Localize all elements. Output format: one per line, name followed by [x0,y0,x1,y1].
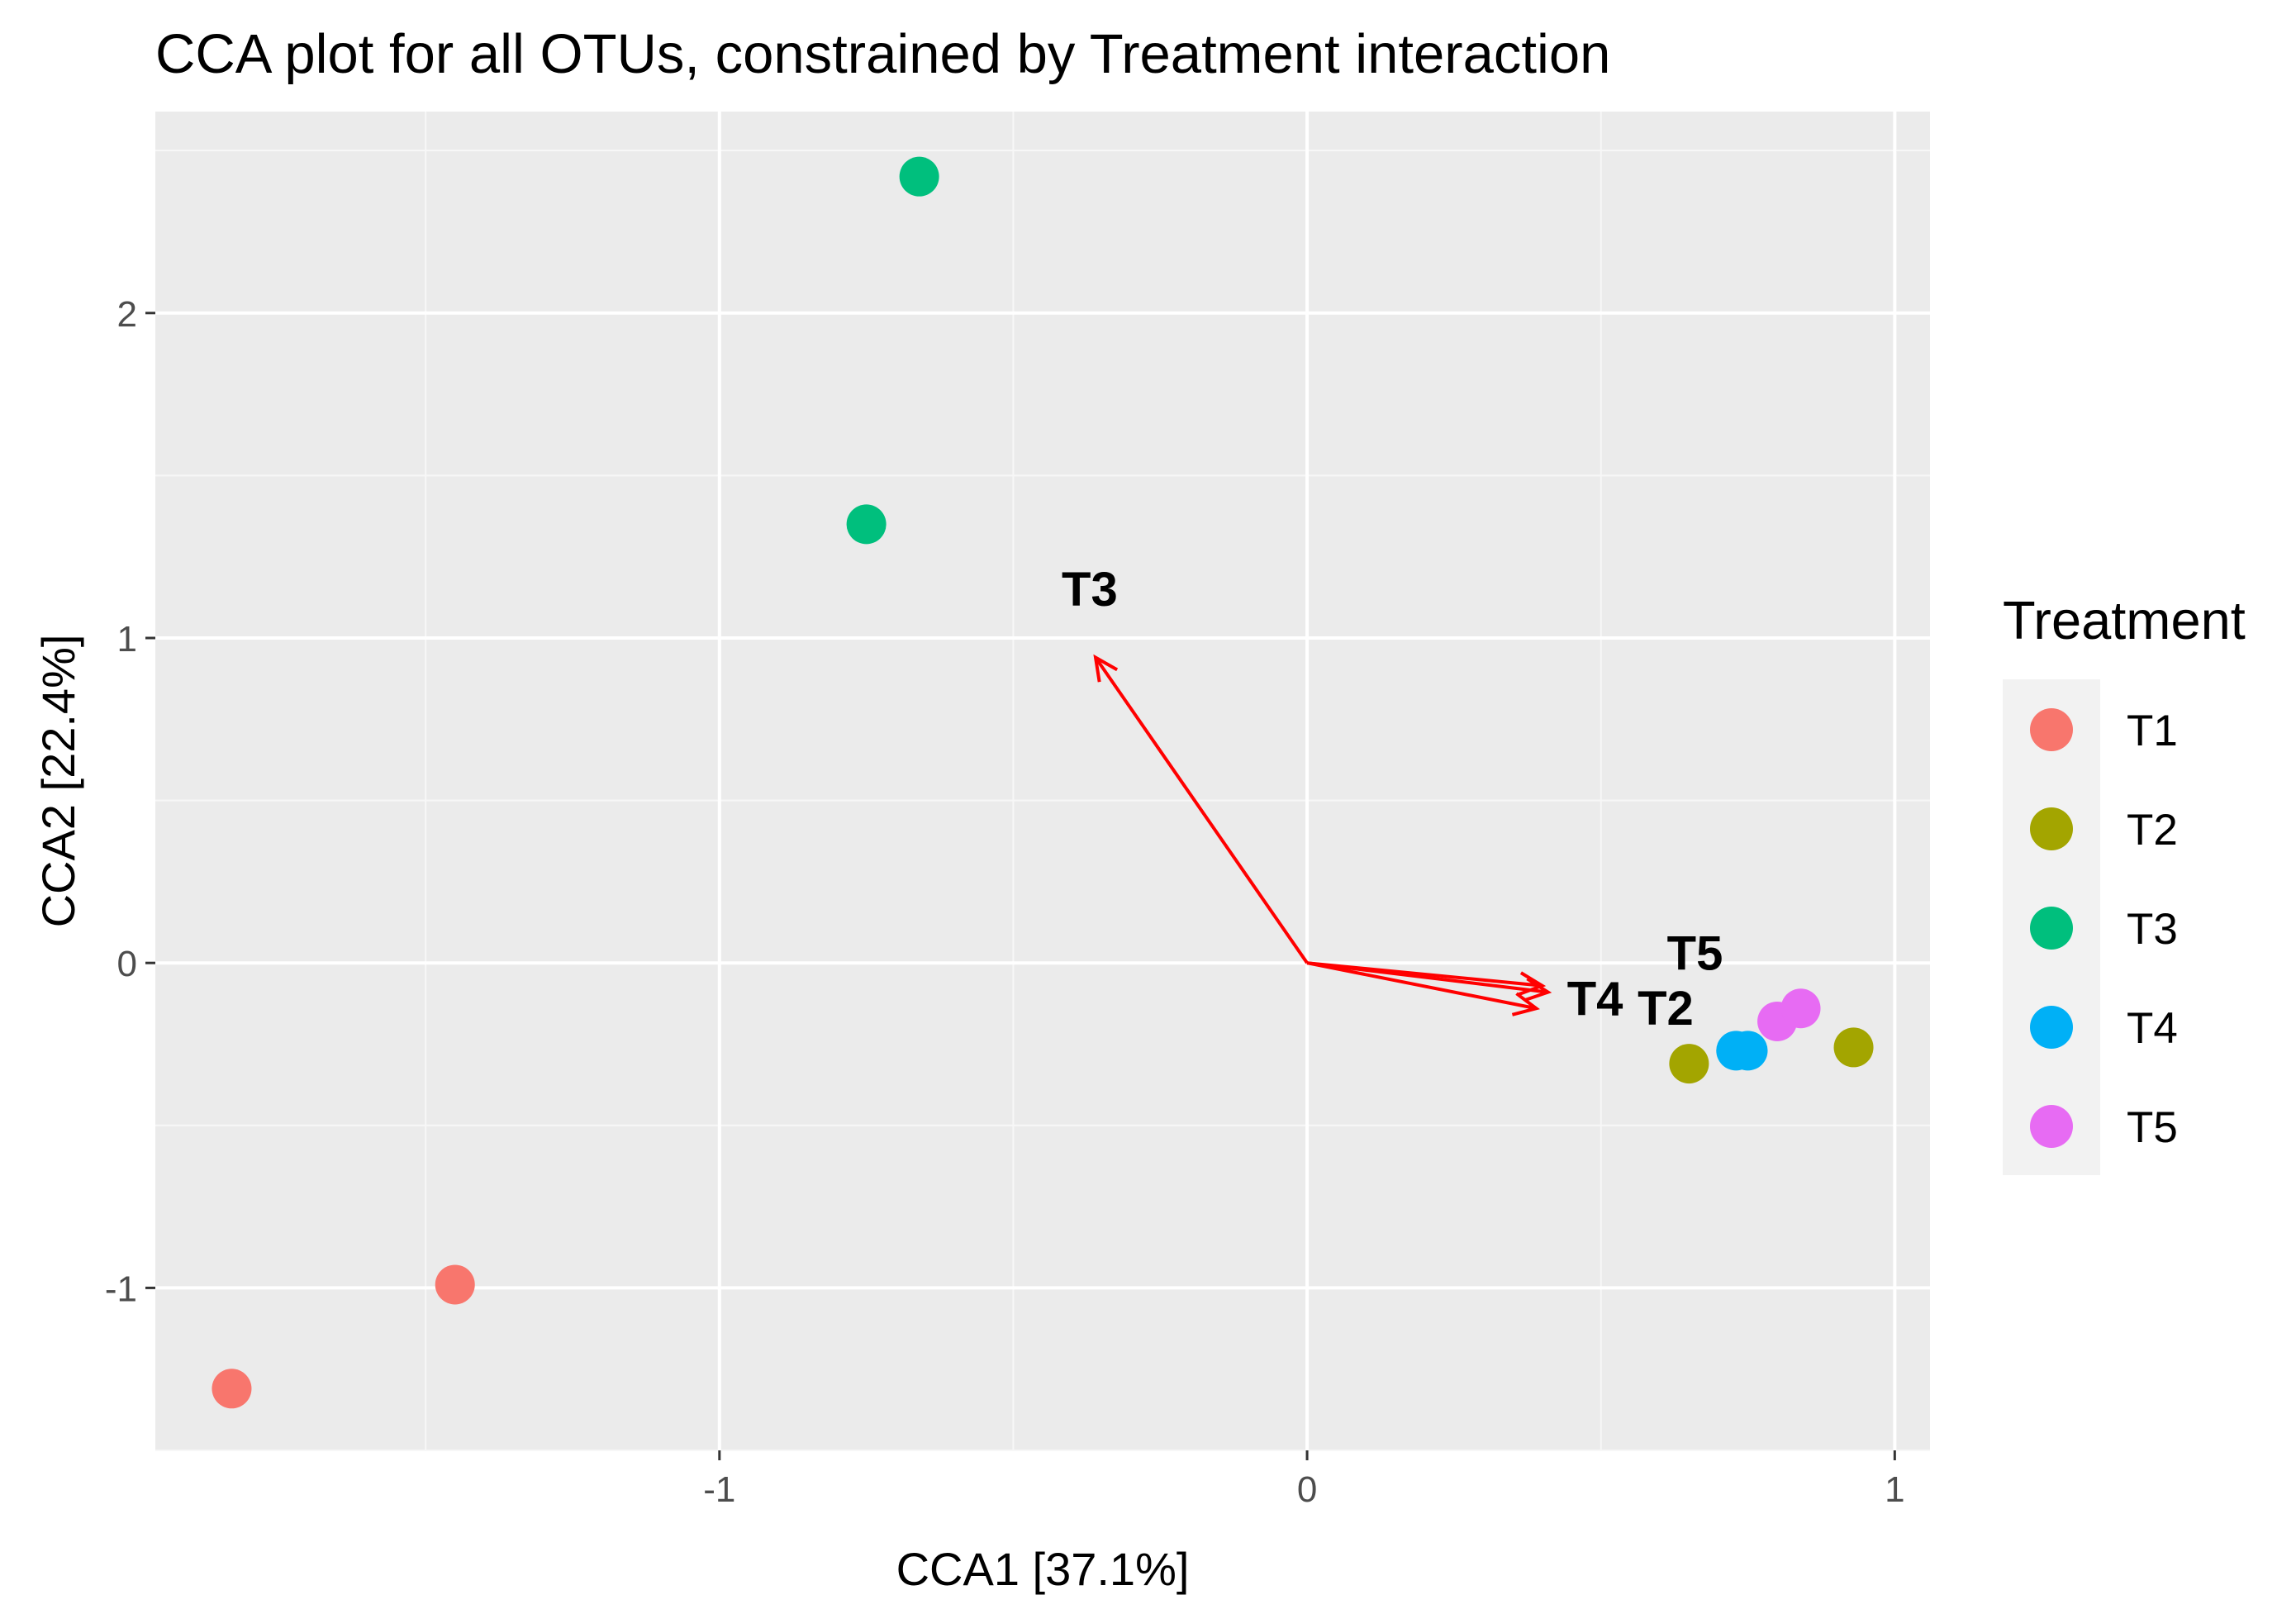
y-tick-label: -1 [105,1269,137,1309]
arrow-label-t2: T2 [1638,982,1694,1036]
legend-key-t2 [2030,807,2073,850]
chart-title: CCA plot for all OTUs, constrained by Tr… [155,23,1610,85]
arrow-head-t3 [1093,654,1119,683]
x-axis-label: CCA1 [37.1%] [896,1543,1190,1595]
data-points [212,156,1874,1409]
y-axis-label: CCA2 [22.4%] [32,635,84,928]
point-t3 [899,156,939,197]
y-tick-label: 2 [117,294,137,335]
arrow-line-t2 [1306,961,1537,1011]
minor-gridlines [155,112,1930,1451]
point-t5 [1780,988,1821,1029]
legend-key-t3 [2030,907,2073,950]
arrow-line-t5 [1306,961,1543,988]
legend-label-t3: T3 [2127,905,2178,954]
arrow-label-t5: T5 [1667,926,1723,980]
point-t2 [1833,1027,1874,1068]
point-t4 [1728,1031,1768,1071]
point-t3 [846,504,887,545]
legend: Treatment T1 T2 T3 T4 T5 [2003,590,2246,1175]
arrow-line-t3 [1094,656,1309,964]
legend-key-t4 [2030,1006,2073,1049]
point-t2 [1669,1044,1709,1084]
legend-label-t5: T5 [2127,1103,2178,1152]
arrow-head-t2 [1511,992,1540,1016]
point-t1 [435,1264,475,1305]
y-tick-label: 1 [117,619,137,659]
x-tick-label: 1 [1885,1469,1904,1510]
legend-label-t4: T4 [2127,1004,2178,1053]
x-tick-label: 0 [1297,1469,1317,1510]
arrow-head-t5 [1518,971,1547,996]
legend-key-t5 [2030,1105,2073,1148]
x-axis-ticks: -1 0 1 [703,1450,1905,1510]
x-tick-label: -1 [703,1469,735,1510]
legend-label-t2: T2 [2127,806,2178,855]
y-axis-ticks: -1 0 1 2 [105,294,155,1309]
arrow-label-t4: T4 [1567,972,1623,1026]
biplot-arrows [1093,654,1552,1016]
point-t1 [212,1369,252,1409]
arrow-label-t3: T3 [1062,563,1118,617]
plot-panel [155,112,1930,1450]
legend-title: Treatment [2003,590,2246,650]
major-gridlines [155,112,1930,1450]
legend-label-t1: T1 [2127,707,2178,755]
legend-key-t1 [2030,708,2073,751]
y-tick-label: 0 [117,944,137,984]
